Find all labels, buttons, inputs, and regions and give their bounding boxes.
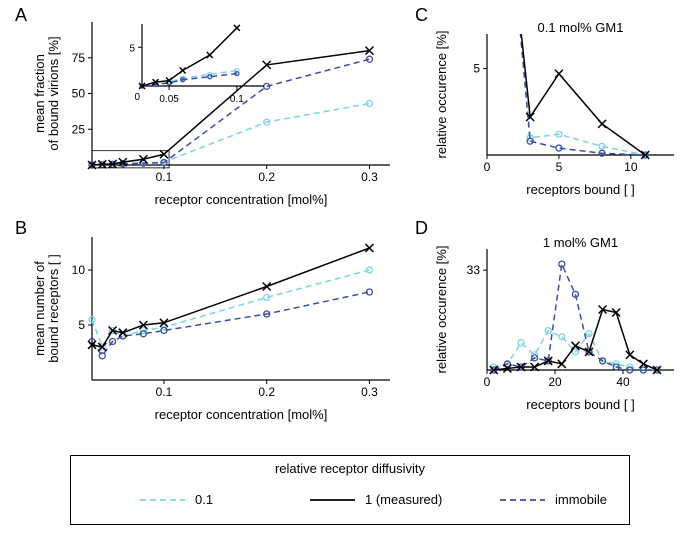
svg-text:5: 5 [473,62,480,76]
svg-text:bound receptors [ ]: bound receptors [ ] [46,254,61,362]
svg-text:relative occurence [%]: relative occurence [%] [434,31,449,159]
chart-D: 0 20 40 33 receptors bound [ ] relative occur… [432,225,682,415]
svg-text:50: 50 [72,87,86,101]
svg-text:33: 33 [467,263,481,277]
svg-text:immobile: immobile [555,492,607,507]
svg-text:10: 10 [72,263,86,277]
svg-text:25: 25 [72,122,86,136]
chart-B: 0.1 0.2 0.3 5 10 receptor concentration [mol%… [30,225,400,425]
svg-text:of bound virions [%]: of bound virions [%] [46,36,61,150]
svg-text:0.1: 0.1 [156,170,173,184]
chart-A-inset: 0.05 0.1 5 0 [120,18,270,108]
svg-text:1 (measured): 1 (measured) [365,492,442,507]
svg-text:20: 20 [548,375,562,389]
svg-text:mean fraction: mean fraction [32,54,47,133]
svg-text:0: 0 [484,160,491,174]
svg-text:0.1: 0.1 [230,94,244,105]
panel-D-label: D [415,218,428,239]
svg-text:receptor concentration [mol%]: receptor concentration [mol%] [155,192,328,207]
svg-text:receptor concentration [mol%]: receptor concentration [mol%] [155,407,328,422]
svg-text:1 mol% GM1: 1 mol% GM1 [543,235,618,250]
panel-C-label: C [415,5,428,26]
svg-text:0.1: 0.1 [156,385,173,399]
svg-text:5: 5 [78,318,85,332]
svg-text:0.3: 0.3 [361,170,378,184]
svg-text:0.1: 0.1 [195,492,213,507]
svg-text:10: 10 [624,160,638,174]
svg-text:receptors bound [ ]: receptors bound [ ] [526,182,634,197]
svg-text:0: 0 [484,375,491,389]
svg-text:receptors bound [ ]: receptors bound [ ] [526,397,634,412]
panel-B-label: B [15,218,27,239]
svg-text:0.2: 0.2 [258,170,275,184]
svg-text:5: 5 [556,160,563,174]
panel-A-label: A [15,5,27,26]
svg-text:5: 5 [129,43,135,54]
svg-text:40: 40 [616,375,630,389]
svg-text:0.05: 0.05 [159,94,179,105]
svg-text:relative receptor diffusivity: relative receptor diffusivity [275,461,426,476]
chart-C: 0 5 10 5 receptors bound [ ] relative occuren… [432,10,682,200]
svg-text:mean number of: mean number of [32,261,47,356]
svg-text:0.1 mol% GM1: 0.1 mol% GM1 [538,20,624,35]
svg-text:75: 75 [72,51,86,65]
svg-text:relative occurence [%]: relative occurence [%] [434,246,449,374]
svg-text:0.3: 0.3 [361,385,378,399]
svg-text:0: 0 [134,92,140,103]
legend: relative receptor diffusivity 0.1 1 (measu… [70,455,630,525]
svg-text:0.2: 0.2 [258,385,275,399]
